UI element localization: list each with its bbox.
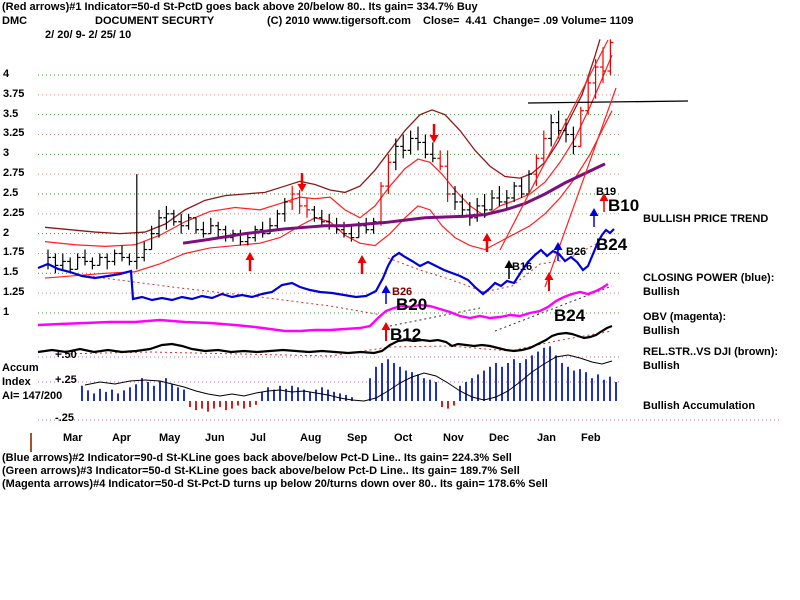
- price-axis-label: 3.5: [3, 107, 19, 120]
- arrow-head: [599, 193, 609, 201]
- arrow-head: [482, 233, 492, 241]
- signal-b-label: B10: [608, 196, 640, 215]
- month-label: Jul: [250, 432, 266, 444]
- month-label: Jan: [537, 432, 556, 444]
- quote-info: Close= 4.41 Change= .09 Volume= 1109: [423, 15, 634, 27]
- month-label: Sep: [347, 432, 368, 444]
- closing-power-line: [37, 228, 615, 302]
- signal-b-label: B24: [554, 306, 586, 325]
- obv-status: Bullish: [643, 325, 680, 337]
- price-axis-label: 3.75: [3, 87, 25, 100]
- dotted-red-trendline: [387, 243, 597, 293]
- copyright-text: (C) 2010 www.tigersoft.com: [267, 15, 411, 27]
- signal-b-label: B19: [596, 186, 617, 198]
- price-axis-label: 2.25: [3, 206, 25, 219]
- accum-ma-curve: [84, 354, 613, 402]
- resistance-trendline: [527, 100, 689, 104]
- price-trend-annotation: BULLISH PRICE TREND: [643, 213, 769, 225]
- accumulation-status: Bullish Accumulation: [643, 400, 756, 412]
- dotted-red-trendline: [59, 330, 613, 357]
- signal-line-blue: (Blue arrows)#2 Indicator=90-d St-KLine …: [2, 452, 512, 464]
- month-label: Apr: [112, 432, 131, 444]
- arrow-head: [245, 252, 255, 260]
- month-label: Mar: [63, 432, 83, 444]
- signal-b-label: B24: [596, 235, 628, 254]
- price-axis-label: 2: [3, 226, 10, 239]
- signal-b-label: B12: [390, 325, 422, 344]
- accum-index-ai-value: AI= 147/200: [2, 390, 63, 402]
- month-label: Dec: [489, 432, 510, 444]
- ticker-symbol: DMC: [2, 15, 28, 27]
- month-label: Jun: [205, 432, 225, 444]
- price-axis-label: 2.5: [3, 186, 19, 199]
- price-axis-label: 4: [3, 68, 10, 80]
- price-axis-label: 3.25: [3, 127, 25, 140]
- company-name: DOCUMENT SECURTY: [95, 15, 215, 27]
- red-trendline: [499, 39, 609, 251]
- signal-line-magenta: (Magenta arrows)#4 Indicator=50-d St-Pct…: [2, 478, 548, 490]
- upper-band-brown: [44, 39, 601, 235]
- arrow-head: [544, 272, 554, 280]
- accum-axis-label: -.25: [55, 412, 74, 424]
- month-label: Nov: [443, 432, 464, 444]
- signal-b-label: B20: [396, 295, 428, 314]
- dotted-black-trendline: [494, 285, 613, 332]
- relstr-status: Bullish: [643, 360, 680, 372]
- arrow-head: [589, 208, 599, 216]
- relstr-label: REL.STR..VS DJI (brown):: [643, 346, 779, 358]
- accum-axis-label: +.50: [55, 349, 77, 361]
- month-label: Aug: [300, 432, 322, 444]
- signal-b-label: B26: [566, 246, 587, 258]
- inner-band-red-lower: [44, 110, 613, 279]
- arrow-head: [357, 255, 367, 263]
- accum-index-label-2: Index: [2, 376, 31, 388]
- signal-line-green: (Green arrows)#3 Indicator=50-d St-KLine…: [2, 465, 520, 477]
- month-label: May: [159, 432, 181, 444]
- arrow-head: [297, 184, 307, 192]
- arrow-head: [504, 260, 514, 268]
- signal-b-label: B16: [512, 261, 533, 273]
- dotted-red-trendline: [87, 275, 383, 316]
- accum-axis-label: +.25: [55, 374, 77, 386]
- price-axis-label: 1: [3, 305, 10, 318]
- price-axis-label: 1.5: [3, 266, 19, 279]
- month-label: Feb: [581, 432, 601, 444]
- relative-strength-line: [37, 324, 613, 355]
- obv-line: [37, 283, 609, 333]
- moving-average-purple: [182, 162, 606, 245]
- price-axis-label: 1.75: [3, 246, 25, 259]
- arrow-head: [381, 322, 391, 330]
- inner-band-red-upper: [44, 54, 613, 247]
- signal-b-label: B26: [392, 286, 413, 298]
- date-range: 2/ 20/ 9- 2/ 25/ 10: [45, 29, 132, 41]
- signal-line-red: (Red arrows)#1 Indicator=50-d St-PctD go…: [2, 1, 478, 13]
- month-label: Oct: [394, 432, 413, 444]
- price-axis-label: 2.75: [3, 167, 25, 180]
- arrow-head: [429, 135, 439, 143]
- closing-power-label: CLOSING POWER (blue):: [643, 272, 775, 284]
- price-axis-label: 1.25: [3, 286, 25, 299]
- arrow-head: [381, 285, 391, 293]
- dotted-black-trendline: [389, 307, 481, 327]
- price-axis-label: 3: [3, 147, 10, 160]
- closing-power-status: Bullish: [643, 286, 680, 298]
- obv-label: OBV (magenta):: [643, 311, 727, 323]
- arrow-head: [553, 242, 563, 250]
- accum-index-label-1: Accum: [2, 362, 39, 374]
